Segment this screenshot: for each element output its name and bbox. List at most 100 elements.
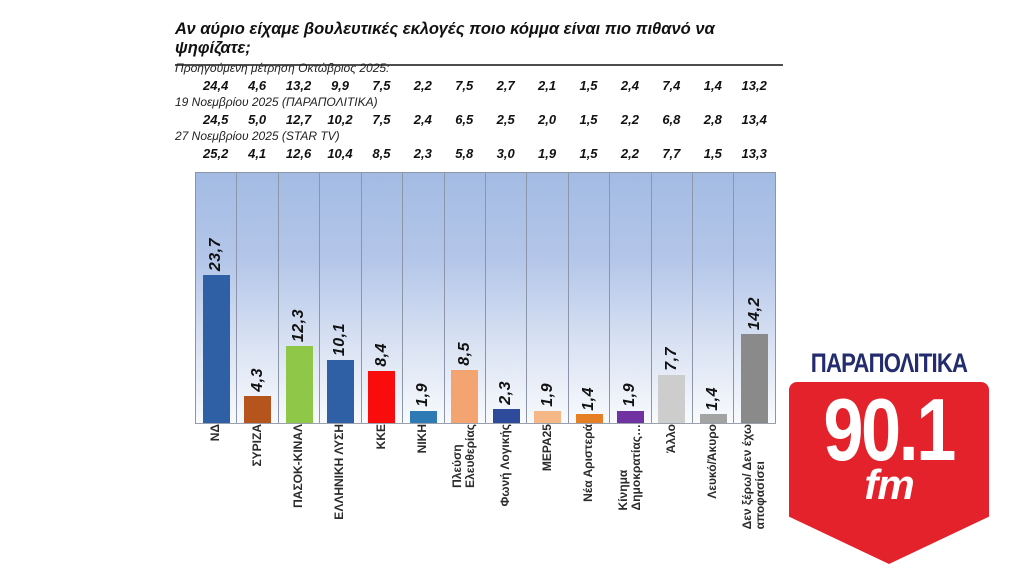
x-axis-category-label: Κίνημα Δημοκρατίας… [615,424,643,511]
bar [368,370,396,423]
measurement-value: 8,5 [372,145,391,161]
measurement-value: 4,1 [248,145,267,161]
measurement-value: 2,2 [620,111,639,127]
measurement-value: 6,8 [662,111,681,127]
x-axis-labels: ΝΔ ΣΥΡΙΖΑ ΠΑΣΟΚ-ΚΙΝΑΛ ΕΛΛΗΝΙΚΗ ΛΥΣΗ ΚΚΕ ΝΙΚΗ Π… [195,424,775,564]
x-axis-category-label: ΝΔ [208,424,223,442]
x-axis-cell: Λευκό/Άκυρο [692,424,733,564]
measurement-row-label: 27 Νοεμβρίου 2025 (STAR TV) [175,129,340,143]
bar [741,334,769,423]
chart-column: 10,1 [320,173,362,423]
x-axis-cell: Δεν ξέρω/ Δεν έχω αποφασίσει [733,424,774,564]
x-axis-cell: Νέα Αριστερά [568,424,609,564]
measurement-value: 13,2 [285,77,312,93]
logo-fm-text: fm [864,461,914,508]
measurement-value: 7,4 [662,77,681,93]
chart-column: 1,9 [403,173,445,423]
x-axis-category-label: Άλλο [663,424,678,454]
measurement-row-label: 19 Νοεμβρίου 2025 (ΠΑΡΑΠΟΛΙΤΙΚΑ) [175,95,378,109]
measurement-value: 13,3 [741,145,767,161]
measurement-value: 2,5 [496,111,515,127]
chart-column: 1,9 [527,173,569,423]
x-axis-category-label: ΝΙΚΗ [415,424,430,454]
bar-value-label: 4,3 [248,368,266,393]
measurement-value: 24,5 [203,111,229,127]
x-axis-category-label: ΜΕΡΑ25 [539,424,554,472]
x-axis-category-label: Λευκό/Άκυρο [705,424,720,499]
bar [575,414,603,423]
chart-column: 12,3 [279,173,321,423]
bar-value-label: 10,1 [331,322,349,356]
measurement-value: 24,4 [203,77,229,93]
x-axis-category-label: Πλεύση Ελευθερίας [450,424,478,488]
x-axis-cell: ΝΔ [195,424,236,564]
measurement-value: 1,5 [579,111,598,127]
chart-title: Αν αύριο είχαμε βουλευτικές εκλογές ποιο… [175,20,783,66]
chart-column: 4,3 [237,173,279,423]
bar-value-label: 8,5 [455,342,473,366]
chart-column: 7,7 [652,173,694,423]
x-axis-cell: ΝΙΚΗ [402,424,443,564]
measurement-value: 2,2 [620,145,639,161]
measurement-row-label: Προηγούμενη μέτρηση Οκτώβριος 2025: [175,61,390,75]
measurement-value: 7,7 [662,145,681,161]
measurement-value: 1,5 [703,145,722,161]
bar [699,414,727,423]
measurement-value: 2,2 [413,77,432,93]
bar-chart-plot-area: 23,7 4,3 12,3 10,1 8,4 1,9 8,5 2,3 1,9 1,4 1,9 7,7 1… [195,172,776,424]
bar-value-label: 23,7 [207,237,225,271]
measurement-value: 2,4 [620,77,639,93]
measurement-value: 4,6 [248,77,267,93]
x-axis-cell: Κίνημα Δημοκρατίας… [609,424,650,564]
bar [658,374,686,423]
measurement-value: 5,0 [248,111,267,127]
measurement-value: 7,5 [455,77,474,93]
previous-measurements-block: Προηγούμενη μέτρηση Οκτώβριος 2025: 24,4 4… [175,60,815,162]
bar [616,411,644,423]
x-axis-cell: Πλεύση Ελευθερίας [444,424,485,564]
logo-frequency-text: 90.1 [823,380,957,479]
logo-brand-text: ΠΑΡΑΠΟΛΙΤΙΚΑ [810,348,968,378]
measurement-row-values: 24,5 5,0 12,7 10,2 7,5 2,4 6,5 2,5 2,0 1,5 2,2 6,8 2… [195,110,775,128]
x-axis-category-label: ΚΚΕ [373,424,388,450]
measurement-row-values: 25,2 4,1 12,6 10,4 8,5 2,3 5,8 3,0 1,9 1,5 2,2 7,7 1… [195,144,775,162]
bar [534,411,562,423]
chart-column: 2,3 [486,173,528,423]
measurement-value: 7,5 [372,77,391,93]
bar-value-label: 14,2 [745,297,763,331]
x-axis-category-label: ΠΑΣΟΚ-ΚΙΝΑΛ [291,424,306,508]
logo-badge-shield: 90.1 fm [789,382,989,564]
measurement-value: 10,4 [327,145,353,161]
bar [451,369,479,423]
measurement-value: 9,9 [330,77,350,93]
station-logo: ΠΑΡΑΠΟΛΙΤΙΚΑ 90.1 fm [786,348,992,564]
measurement-value: 2,3 [413,145,432,161]
bar [285,346,313,423]
measurement-value: 1,5 [579,77,598,93]
x-axis-cell: Άλλο [651,424,692,564]
measurement-value: 1,5 [579,145,598,161]
x-axis-cell: ΜΕΡΑ25 [526,424,567,564]
measurement-value: 25,2 [203,145,229,161]
measurement-value: 12,7 [285,111,312,127]
chart-column: 1,4 [693,173,735,423]
measurement-value: 7,5 [372,111,391,127]
measurement-value: 2,4 [413,111,432,127]
measurement-value: 12,6 [285,145,312,161]
bar-value-label: 8,4 [372,342,390,367]
x-axis-category-label: Δεν ξέρω/ Δεν έχω αποφασίσει [740,424,768,530]
chart-column: 1,4 [569,173,611,423]
bar-value-label: 1,9 [621,383,639,408]
measurement-value: 2,0 [538,111,557,127]
bar-value-label: 1,9 [538,383,556,408]
chart-column: 8,5 [445,173,486,423]
bar-value-label: 1,4 [704,386,722,411]
chart-column: 23,7 [196,173,238,423]
bar-value-label: 2,3 [497,380,515,405]
bar-value-label: 7,7 [662,347,680,371]
x-axis-cell: Φωνή Λογικής [485,424,526,564]
bar-value-label: 1,9 [414,383,432,408]
measurement-value: 1,4 [703,77,722,93]
x-axis-cell: ΕΛΛΗΝΙΚΗ ΛΥΣΗ [319,424,360,564]
